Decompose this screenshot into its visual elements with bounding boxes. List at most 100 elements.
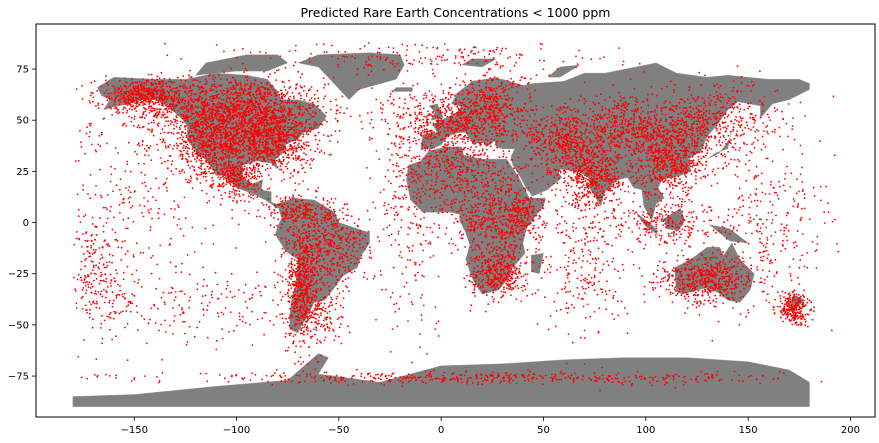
data-point: [246, 160, 249, 163]
data-point: [261, 115, 264, 118]
data-point: [208, 99, 211, 101]
data-point: [175, 142, 178, 145]
data-point: [335, 98, 337, 101]
data-point: [304, 245, 307, 248]
data-point: [292, 252, 294, 255]
data-point: [200, 160, 202, 162]
data-point: [176, 86, 178, 89]
data-point: [303, 276, 305, 279]
data-point: [317, 360, 320, 363]
data-point: [238, 139, 241, 142]
data-point: [297, 134, 299, 137]
data-point: [154, 79, 157, 82]
data-point: [328, 244, 331, 247]
data-point: [342, 306, 344, 309]
data-point: [321, 204, 324, 207]
data-point: [251, 188, 254, 190]
data-point: [281, 120, 283, 123]
data-point: [189, 180, 192, 183]
data-point: [292, 309, 294, 312]
data-point: [317, 236, 320, 238]
data-point: [356, 258, 359, 260]
data-point: [296, 132, 298, 134]
data-point: [315, 329, 318, 331]
data-point: [236, 82, 239, 85]
data-point: [227, 106, 230, 109]
data-point: [211, 142, 213, 145]
data-point: [119, 98, 122, 101]
data-point: [257, 168, 260, 171]
data-point: [353, 241, 355, 244]
data-point: [207, 144, 210, 147]
data-point: [173, 97, 176, 99]
data-point: [148, 90, 151, 92]
data-point: [312, 158, 315, 161]
data-point: [340, 239, 343, 242]
data-point: [295, 201, 297, 203]
data-point: [239, 94, 242, 97]
data-point: [141, 140, 144, 143]
data-point: [158, 110, 161, 112]
data-point: [311, 219, 314, 222]
data-point: [308, 145, 310, 147]
data-point: [258, 108, 261, 111]
data-point: [301, 86, 303, 89]
data-point: [288, 79, 290, 82]
data-point: [211, 113, 213, 116]
data-point: [241, 119, 244, 121]
data-point: [250, 108, 252, 111]
data-point: [321, 281, 324, 284]
data-point: [147, 73, 150, 76]
data-point: [204, 118, 207, 121]
data-point: [269, 84, 272, 87]
data-point: [274, 206, 277, 209]
data-point: [238, 92, 241, 94]
data-point: [338, 292, 341, 295]
data-point: [297, 300, 299, 303]
data-point: [307, 275, 310, 278]
data-point: [280, 111, 283, 114]
data-point: [202, 141, 205, 144]
data-point: [128, 102, 131, 105]
data-point: [152, 119, 155, 122]
data-point: [327, 83, 330, 85]
data-point: [189, 125, 192, 127]
data-point: [297, 284, 300, 286]
data-point: [248, 146, 251, 149]
data-point: [250, 161, 253, 164]
data-point: [221, 122, 223, 125]
data-point: [337, 230, 340, 232]
data-point: [232, 139, 235, 142]
data-point: [296, 262, 298, 265]
data-point: [171, 90, 174, 93]
data-point: [182, 97, 185, 100]
data-point: [160, 71, 163, 74]
data-point: [232, 199, 234, 202]
data-point: [205, 160, 207, 163]
data-point: [315, 244, 317, 247]
data-point: [320, 323, 323, 326]
data-point: [260, 122, 263, 124]
data-point: [303, 342, 306, 344]
data-point: [267, 113, 270, 115]
data-point: [233, 189, 236, 192]
data-point: [154, 102, 157, 105]
data-point: [204, 111, 207, 114]
data-point: [222, 158, 225, 161]
data-point: [313, 296, 316, 299]
data-point: [238, 195, 241, 198]
data-point: [103, 92, 106, 94]
data-point: [296, 294, 299, 297]
data-point: [194, 79, 197, 81]
data-point: [299, 295, 301, 298]
data-point: [298, 112, 300, 115]
data-point: [288, 140, 291, 143]
data-point: [160, 116, 163, 119]
data-point: [258, 145, 260, 148]
data-point: [274, 260, 277, 262]
data-point: [242, 123, 244, 126]
data-point: [246, 169, 249, 171]
data-point: [269, 105, 271, 108]
data-point: [307, 278, 309, 281]
data-point: [339, 235, 341, 237]
